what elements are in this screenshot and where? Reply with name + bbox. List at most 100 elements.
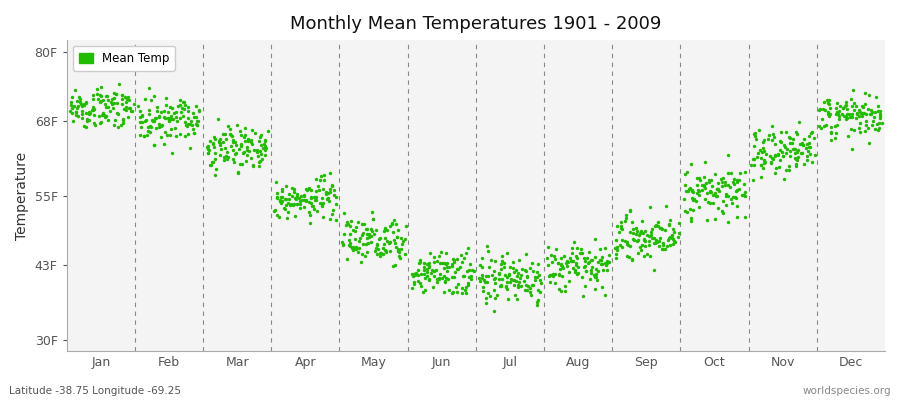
- Point: [83, 109, 97, 116]
- Point: [351, 245, 365, 251]
- Point: [575, 250, 590, 256]
- Point: [424, 267, 438, 273]
- Point: [473, 278, 488, 284]
- Point: [95, 97, 110, 103]
- Point: [122, 96, 136, 103]
- Point: [594, 257, 608, 264]
- Point: [760, 136, 775, 142]
- Point: [576, 293, 590, 299]
- Point: [668, 239, 682, 245]
- Point: [503, 278, 517, 285]
- Point: [252, 163, 266, 169]
- Point: [190, 121, 204, 128]
- Point: [423, 249, 437, 256]
- Point: [424, 270, 438, 276]
- Point: [436, 289, 451, 295]
- Point: [698, 180, 713, 186]
- Point: [323, 189, 338, 195]
- Point: [533, 289, 547, 295]
- Point: [716, 197, 731, 204]
- Point: [638, 228, 652, 234]
- Point: [346, 244, 360, 251]
- Point: [106, 122, 121, 128]
- Point: [765, 155, 779, 161]
- Point: [455, 290, 470, 296]
- Text: worldspecies.org: worldspecies.org: [803, 386, 891, 396]
- Point: [202, 147, 217, 154]
- Point: [631, 237, 645, 243]
- Point: [411, 266, 426, 273]
- Point: [494, 281, 508, 288]
- Point: [495, 253, 509, 259]
- Point: [161, 115, 176, 121]
- Point: [292, 195, 306, 202]
- Point: [746, 161, 760, 168]
- Point: [406, 273, 420, 280]
- Point: [873, 108, 887, 114]
- Point: [702, 199, 716, 206]
- Point: [842, 111, 856, 118]
- Point: [74, 100, 88, 107]
- Point: [501, 271, 516, 278]
- Point: [719, 193, 733, 199]
- Point: [758, 158, 772, 165]
- Point: [842, 114, 857, 120]
- Point: [64, 102, 78, 108]
- Point: [385, 221, 400, 228]
- Point: [847, 100, 861, 106]
- Point: [634, 228, 648, 234]
- Point: [812, 107, 826, 114]
- Point: [163, 104, 177, 110]
- Point: [508, 278, 523, 284]
- Point: [204, 158, 219, 165]
- Point: [232, 161, 247, 167]
- Point: [122, 105, 136, 111]
- Point: [623, 243, 637, 249]
- Point: [855, 104, 869, 110]
- Point: [802, 132, 816, 139]
- Point: [240, 144, 255, 150]
- Point: [730, 214, 744, 220]
- Point: [634, 242, 649, 249]
- Point: [472, 262, 487, 268]
- Point: [615, 243, 629, 250]
- Point: [380, 238, 394, 244]
- Point: [782, 140, 796, 146]
- Point: [709, 193, 724, 199]
- Point: [698, 185, 713, 191]
- Point: [609, 244, 624, 250]
- Point: [449, 265, 464, 272]
- Point: [747, 142, 761, 149]
- Point: [419, 269, 434, 276]
- Point: [139, 117, 153, 124]
- Point: [768, 170, 782, 177]
- Point: [373, 252, 387, 259]
- Point: [326, 207, 340, 214]
- Point: [329, 201, 344, 207]
- Point: [830, 100, 844, 106]
- Point: [154, 133, 168, 140]
- Point: [417, 260, 431, 267]
- Point: [652, 224, 667, 231]
- Point: [278, 206, 293, 213]
- Point: [824, 105, 838, 112]
- Point: [439, 264, 454, 270]
- Point: [511, 270, 526, 276]
- Point: [285, 202, 300, 208]
- Point: [344, 218, 358, 224]
- Point: [407, 279, 421, 285]
- Point: [864, 109, 878, 116]
- Point: [796, 142, 810, 148]
- Point: [373, 250, 387, 256]
- Point: [594, 260, 608, 267]
- Point: [829, 105, 843, 111]
- Point: [315, 200, 329, 207]
- Point: [256, 140, 271, 147]
- Point: [76, 101, 91, 108]
- Point: [206, 140, 220, 146]
- Point: [814, 116, 829, 122]
- Point: [287, 188, 302, 195]
- Point: [640, 251, 654, 257]
- Point: [551, 260, 565, 266]
- Point: [258, 138, 273, 144]
